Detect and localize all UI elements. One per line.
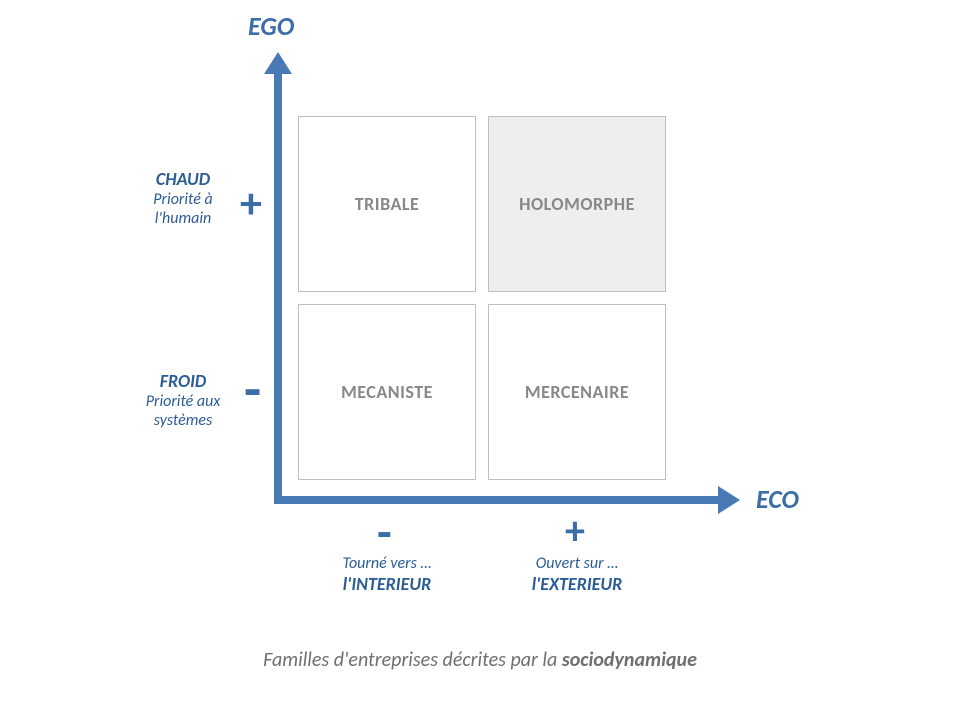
- quadrant-bottom-left: MECANISTE: [298, 304, 476, 480]
- x-axis-arrowhead: [718, 486, 740, 514]
- y-label-negative-title: FROID: [118, 370, 248, 392]
- y-label-positive-sub1: Priorité à: [118, 190, 248, 209]
- caption-prefix: Familles d'entreprises décrites par la: [263, 648, 562, 672]
- x-label-positive-group: Ouvert sur … l'EXTERIEUR: [497, 554, 657, 595]
- y-label-negative-sub2: systèmes: [118, 411, 248, 430]
- x-positive-sign: +: [565, 506, 585, 555]
- x-label-positive-line1: Ouvert sur …: [497, 554, 657, 573]
- y-positive-sign: +: [240, 176, 262, 230]
- caption-bold: sociodynamique: [562, 648, 697, 672]
- x-axis-line: [274, 496, 720, 504]
- x-label-negative-line2: l'INTERIEUR: [307, 573, 467, 595]
- x-axis-title: ECO: [756, 483, 799, 515]
- quadrant-bottom-right: MERCENAIRE: [488, 304, 666, 480]
- y-label-positive-title: CHAUD: [118, 168, 248, 190]
- y-label-negative-group: FROID Priorité aux systèmes: [118, 370, 248, 430]
- quadrant-label: MECANISTE: [341, 381, 433, 403]
- x-negative-sign: -: [377, 502, 392, 561]
- quadrant-top-left: TRIBALE: [298, 116, 476, 292]
- quadrant-label: MERCENAIRE: [525, 381, 629, 403]
- quadrant-label: TRIBALE: [355, 193, 420, 215]
- y-axis-arrowhead: [264, 52, 292, 74]
- quadrant-top-right: HOLOMORPHE: [488, 116, 666, 292]
- y-label-negative-sub1: Priorité aux: [118, 392, 248, 411]
- y-negative-sign: -: [244, 356, 261, 424]
- y-axis-line: [274, 72, 282, 504]
- x-label-negative-group: Tourné vers … l'INTERIEUR: [307, 554, 467, 595]
- x-label-positive-line2: l'EXTERIEUR: [497, 573, 657, 595]
- y-axis-title: EGO: [248, 10, 294, 42]
- x-label-negative-line1: Tourné vers …: [307, 554, 467, 573]
- y-label-positive-sub2: l'humain: [118, 209, 248, 228]
- caption: Familles d'entreprises décrites par la s…: [0, 648, 960, 672]
- diagram-canvas: EGO ECO TRIBALE HOLOMORPHE MECANISTE MER…: [0, 0, 960, 720]
- y-label-positive-group: CHAUD Priorité à l'humain: [118, 168, 248, 228]
- quadrant-label: HOLOMORPHE: [519, 193, 635, 215]
